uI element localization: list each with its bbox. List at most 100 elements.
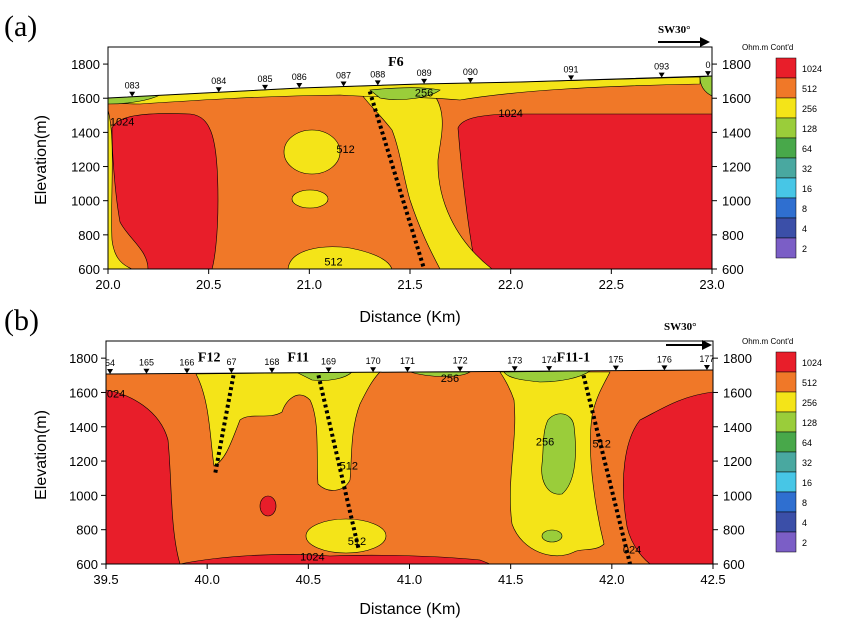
legend-label: 4 <box>802 224 807 234</box>
station-marker <box>457 366 464 372</box>
station-label: 177 <box>699 354 714 364</box>
fault-label: F11-1 <box>557 351 590 366</box>
y-tick-label-right: 1000 <box>722 194 751 209</box>
contour-label: 256 <box>415 88 433 100</box>
fault-line <box>213 374 236 474</box>
y-tick-label-left: 1800 <box>69 351 98 366</box>
legend-swatch <box>775 137 797 159</box>
panel-a-zone-1024-left <box>111 113 219 269</box>
contour-label: 256 <box>536 437 554 449</box>
y-tick-label-right: 1200 <box>723 454 752 469</box>
panel-a-faults: F6 <box>367 55 427 269</box>
legend-label: 64 <box>802 144 812 154</box>
legend-title: Ohm.m Cont'd <box>742 43 793 52</box>
legend-label: 512 <box>802 378 817 388</box>
contour-label: 512 <box>336 144 354 156</box>
station-label: 086 <box>292 72 307 82</box>
x-tick-label: 42.5 <box>700 572 725 587</box>
legend-label: 4 <box>802 518 807 528</box>
x-tick-label: 23.0 <box>699 277 724 292</box>
station-marker <box>107 368 114 374</box>
station-marker <box>658 72 665 78</box>
fault-label: F11 <box>287 351 309 366</box>
panel-a-label: (a) <box>4 10 37 43</box>
y-tick-label-right: 600 <box>723 557 745 572</box>
legend-swatch <box>775 351 797 373</box>
panel-b-zone-128-small <box>541 529 563 543</box>
x-tick-label: 22.0 <box>498 277 523 292</box>
contour-label: 512 <box>340 461 358 473</box>
legend-label: 128 <box>802 124 817 134</box>
station-label: 090 <box>463 67 478 77</box>
panel-b: (b) <box>4 304 752 618</box>
x-tick-label: 40.0 <box>195 572 220 587</box>
panel-b-direction-arrow <box>666 340 712 350</box>
x-tick-label: 20.5 <box>196 277 221 292</box>
panel-a-zone-128-right <box>699 75 712 97</box>
legend-label: 1024 <box>802 358 822 368</box>
panel-b-ylabel: Elevation(m) <box>33 410 50 500</box>
panel-b-contour-labels: 024 256 512 512 256 512 1024 024 <box>107 373 641 563</box>
y-tick-label-left: 1000 <box>69 488 98 503</box>
station-marker <box>268 367 275 373</box>
station-label: 175 <box>608 355 623 365</box>
contour-label: 1024 <box>110 117 134 129</box>
panel-b-xlabel: Distance (Km) <box>359 601 460 618</box>
station-label: 084 <box>211 76 226 86</box>
legend-swatch <box>775 531 797 553</box>
x-tick-label: 21.5 <box>397 277 422 292</box>
legend-label: 2 <box>802 538 807 548</box>
y-tick-label-left: 1400 <box>69 420 98 435</box>
x-tick-label: 41.0 <box>397 572 422 587</box>
legend-title: Ohm.m Cont'd <box>742 337 793 346</box>
legend-swatch <box>775 197 797 219</box>
y-tick-label-left: 1200 <box>71 160 100 175</box>
legend-swatch <box>775 117 797 139</box>
contour-label: 024 <box>107 389 125 401</box>
panel-b-direction-label: SW30° <box>664 321 697 333</box>
station-marker <box>262 84 269 90</box>
station-marker <box>704 71 711 77</box>
station-label: 176 <box>657 354 672 364</box>
contour-label: 512 <box>324 257 342 269</box>
legend-label: 32 <box>802 164 812 174</box>
panel-b-zone-256-lens <box>305 518 387 554</box>
fault-label: F12 <box>198 351 221 366</box>
panel-a-xlabel: Distance (Km) <box>359 309 460 326</box>
panel-b-label: (b) <box>4 304 39 337</box>
station-marker <box>228 368 235 374</box>
station-label: 165 <box>139 358 154 368</box>
y-tick-label-right: 800 <box>723 523 745 538</box>
x-tick-label: 20.0 <box>95 277 120 292</box>
station-label: 171 <box>400 356 415 366</box>
contour-label: 512 <box>348 536 366 548</box>
panel-a-zone-256-blob1 <box>283 129 341 175</box>
panel-b-zone-1024-blob <box>259 495 277 517</box>
station-marker <box>183 368 190 374</box>
station-marker <box>296 83 303 89</box>
panel-b-plot-area: 54 165 166 67 168 169 170 171 172 173 174 175 176 177… <box>105 341 714 564</box>
legend-label: 16 <box>802 184 812 194</box>
y-tick-label-left: 1600 <box>69 385 98 400</box>
panel-b-topo-line <box>106 369 713 375</box>
legend-swatch <box>775 157 797 179</box>
legend-label: 128 <box>802 418 817 428</box>
station-label: 54 <box>105 358 115 368</box>
station-label: 089 <box>417 68 432 78</box>
station-marker <box>370 367 377 373</box>
station-label: 083 <box>125 81 140 91</box>
panel-a-plot-area: 083 084 085 086 087 088 089 090 091 093 0 F6 1024 2… <box>108 47 712 269</box>
x-tick-label: 22.5 <box>599 277 624 292</box>
legend-label: 8 <box>802 204 807 214</box>
legend-label: 2 <box>802 244 807 254</box>
y-tick-label-left: 600 <box>76 557 98 572</box>
y-tick-label-right: 1800 <box>722 57 751 72</box>
station-label: 174 <box>542 355 557 365</box>
station-marker <box>568 75 575 81</box>
legend-panel-b: Ohm.m Cont'd 1024 512 256 128 64 32 16 8 4 2 <box>742 337 822 553</box>
station-label: 169 <box>321 357 336 367</box>
y-tick-label-left: 1600 <box>71 91 100 106</box>
panel-a-zone-128-surface <box>369 87 441 100</box>
y-tick-label-left: 1000 <box>71 194 100 209</box>
